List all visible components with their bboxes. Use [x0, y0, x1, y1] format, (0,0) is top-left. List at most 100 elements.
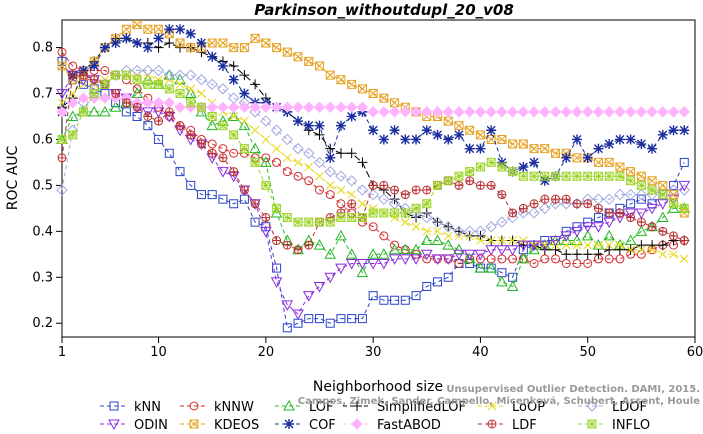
legend-item-knn: kNN [100, 400, 161, 415]
legend-label-fastabod: FastABOD [377, 418, 441, 433]
data-point-lof [356, 266, 369, 278]
data-point-odin [324, 272, 337, 284]
data-point-kdeos [454, 121, 464, 131]
data-point-knn [325, 318, 335, 328]
data-point-ldf [658, 226, 668, 236]
data-point-odin [506, 245, 519, 256]
data-point-ldof [367, 188, 379, 201]
data-point-odin [528, 240, 540, 252]
data-point-ldof [270, 124, 283, 136]
x-tick-label: 10 [150, 345, 167, 360]
data-point-loop [679, 254, 689, 264]
data-point-lof [227, 110, 240, 121]
data-point-cof [582, 152, 593, 163]
data-point-kdeos [647, 176, 657, 186]
data-point-knnw [229, 148, 239, 158]
series-line-lof [61, 74, 685, 288]
legend-item-cof: COF [275, 418, 336, 433]
data-point-inflo [561, 171, 571, 181]
data-point-odin [259, 226, 272, 238]
data-point-lof [603, 229, 616, 241]
data-point-loop [669, 249, 678, 259]
data-point-ldf [347, 199, 357, 209]
data-point-loop [508, 236, 517, 245]
data-point-ldf [669, 231, 679, 241]
data-point-ldf [229, 167, 239, 177]
data-point-inflo [304, 217, 314, 227]
data-point-cof [153, 33, 164, 44]
data-point-knn [583, 217, 593, 227]
legend-marker-inflo [587, 419, 597, 429]
data-point-kdeos [593, 157, 603, 167]
data-point-odin [367, 258, 379, 270]
data-point-odin [474, 249, 487, 261]
data-point-knnw [368, 222, 378, 232]
data-point-knn [669, 180, 679, 190]
y-tick-label: 0.5 [32, 178, 53, 193]
data-point-fastabod [270, 101, 283, 113]
data-point-lof [184, 87, 197, 99]
data-point-lof [109, 101, 122, 112]
x-tick-label: 50 [579, 345, 596, 360]
data-point-simplifiedlof [636, 240, 647, 251]
data-point-kdeos [626, 167, 636, 177]
data-point-inflo [658, 190, 668, 200]
data-point-knn [636, 194, 646, 204]
legend-label-ldf: LDF [512, 418, 537, 433]
data-point-kdeos [604, 157, 614, 167]
data-point-knnw [540, 254, 550, 264]
data-point-knn [390, 295, 400, 305]
data-point-ldf [390, 185, 400, 195]
data-point-loop [637, 245, 646, 255]
data-point-loop [154, 75, 163, 85]
data-point-ldof [206, 78, 218, 91]
legend-item-ldf: LDF [478, 418, 537, 433]
data-point-inflo [422, 199, 432, 209]
data-point-ldof [313, 156, 326, 169]
data-point-cof [518, 162, 529, 173]
data-point-inflo [282, 213, 292, 223]
data-point-kdeos [475, 130, 485, 140]
data-point-inflo [68, 130, 78, 140]
data-point-cof [228, 74, 239, 85]
data-point-cof [453, 129, 464, 140]
data-point-ldof [174, 69, 186, 81]
data-point-ldof [378, 193, 390, 205]
data-point-inflo [379, 208, 389, 218]
data-point-inflo [475, 162, 485, 172]
data-point-knn [347, 314, 357, 324]
data-point-inflo [78, 107, 88, 117]
data-point-ldf [615, 208, 625, 218]
data-point-ldf [508, 208, 518, 218]
data-point-inflo [604, 171, 614, 181]
series-line-cof [61, 28, 685, 182]
data-point-cof [496, 157, 507, 168]
legend-item-simplifiedlof: SimplifiedLOF [343, 400, 466, 415]
data-point-kdeos [250, 33, 260, 43]
data-point-kdeos [261, 38, 271, 48]
data-point-lof [496, 275, 508, 287]
data-point-inflo [454, 171, 464, 181]
data-point-knnw [390, 240, 400, 250]
data-point-inflo [261, 180, 271, 190]
data-point-lof [313, 239, 326, 250]
data-point-loop [197, 89, 206, 98]
data-point-loop [175, 79, 185, 89]
data-point-loop [400, 217, 410, 227]
y-tick-label: 0.2 [32, 316, 53, 331]
data-point-kdeos [132, 20, 142, 30]
data-point-fastabod [496, 106, 508, 118]
data-point-inflo [529, 171, 539, 181]
data-point-knnw [379, 231, 389, 241]
data-point-fastabod [582, 106, 594, 118]
data-point-loop [250, 125, 260, 135]
data-point-lof [324, 248, 337, 259]
data-point-inflo [143, 79, 153, 89]
data-point-knnw [561, 258, 571, 268]
data-point-odin [453, 249, 465, 261]
data-point-kdeos [572, 153, 582, 163]
data-point-inflo [186, 98, 196, 108]
series-inflo [57, 70, 689, 227]
legend-marker-fastabod [351, 418, 363, 430]
